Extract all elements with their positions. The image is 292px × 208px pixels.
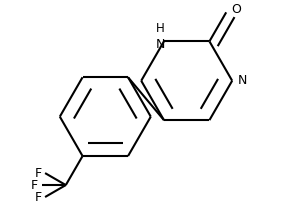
Text: H: H (156, 22, 165, 35)
Text: F: F (34, 167, 41, 180)
Text: N: N (237, 74, 247, 87)
Text: F: F (34, 191, 41, 204)
Text: O: O (231, 4, 241, 16)
Text: F: F (31, 178, 38, 192)
Text: N: N (156, 38, 165, 52)
